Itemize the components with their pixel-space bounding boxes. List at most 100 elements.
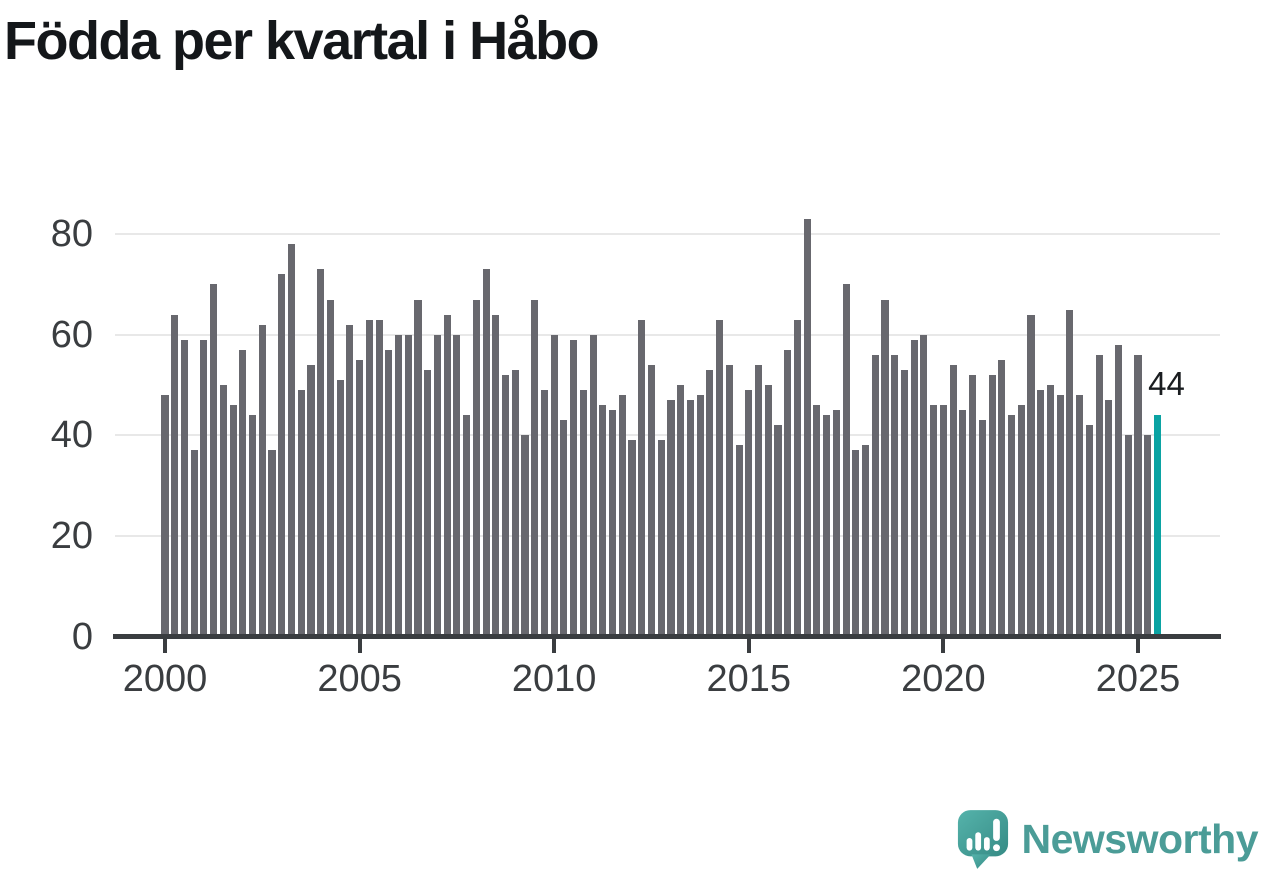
x-axis-label-2015: 2015 xyxy=(706,658,792,700)
bar-2016-q4 xyxy=(813,405,821,637)
bar-2004-q2 xyxy=(326,299,334,637)
bar-2020-q2 xyxy=(949,364,957,637)
bar-2024-q2 xyxy=(1105,400,1113,637)
x-tick-2000 xyxy=(163,639,167,653)
bar-2016-q2 xyxy=(793,319,802,637)
bar-2016-q1 xyxy=(784,349,792,637)
bar-2012-q4 xyxy=(657,440,665,637)
bar-2019-q2 xyxy=(910,339,918,637)
bar-2023-q1 xyxy=(1056,395,1064,637)
x-axis-label-2025: 2025 xyxy=(1095,658,1181,700)
x-tick-2020 xyxy=(941,639,946,653)
bar-2019-q4 xyxy=(930,405,938,637)
bar-2002-q3 xyxy=(258,324,266,637)
x-axis-label-2010: 2010 xyxy=(511,658,597,700)
bar-2021-q4 xyxy=(1007,415,1016,637)
bar-2025-q3 xyxy=(1153,415,1162,637)
bar-2004-q4 xyxy=(346,324,354,637)
bar-2008-q1 xyxy=(472,299,480,637)
bar-2020-q1 xyxy=(939,405,947,637)
bar-2013-q1 xyxy=(667,400,675,637)
bar-2006-q4 xyxy=(424,369,432,637)
bar-2019-q3 xyxy=(920,334,928,637)
bar-2015-q2 xyxy=(754,364,763,637)
bar-2018-q4 xyxy=(891,354,899,637)
bar-2012-q3 xyxy=(647,364,656,637)
bar-2013-q4 xyxy=(696,395,704,637)
speech-bubble-shape xyxy=(957,810,1008,869)
exclamation-glyph xyxy=(992,818,1000,852)
bar-2023-q3 xyxy=(1076,395,1084,637)
bar-2014-q3 xyxy=(725,364,733,637)
bar-2013-q3 xyxy=(686,400,694,637)
bar-2009-q1 xyxy=(511,369,519,637)
x-tick-2015 xyxy=(746,639,751,653)
bar-2024-q4 xyxy=(1124,435,1132,637)
bar-2011-q2 xyxy=(599,405,607,637)
x-tick-2010 xyxy=(552,639,557,653)
bar-2001-q3 xyxy=(219,385,227,637)
bar-2003-q1 xyxy=(278,274,286,637)
bar-2011-q4 xyxy=(618,395,626,637)
bar-2006-q1 xyxy=(394,334,403,637)
bar-2010-q1 xyxy=(550,334,558,637)
bar-2003-q2 xyxy=(287,244,296,637)
bar-2020-q4 xyxy=(969,374,977,637)
bar-2017-q3 xyxy=(842,284,850,637)
bar-chart-glyph xyxy=(966,832,990,851)
bar-2022-q1 xyxy=(1017,405,1025,637)
bar-2018-q3 xyxy=(881,299,889,637)
bar-2021-q3 xyxy=(998,359,1006,637)
x-tick-2025 xyxy=(1136,639,1140,653)
bar-2012-q2 xyxy=(638,319,646,637)
bar-2006-q3 xyxy=(414,299,422,637)
bar-2015-q3 xyxy=(764,385,772,637)
bar-2007-q1 xyxy=(433,334,441,637)
bar-2022-q2 xyxy=(1027,314,1035,637)
bar-2017-q2 xyxy=(832,410,840,637)
bar-2023-q2 xyxy=(1066,309,1074,637)
x-axis-label-2000: 2000 xyxy=(122,658,208,700)
bar-2007-q2 xyxy=(443,314,451,637)
newsworthy-logo: Newsworthy xyxy=(956,807,1258,871)
bar-2022-q4 xyxy=(1046,385,1054,637)
y-axis-label-80: 80 xyxy=(50,213,93,256)
bar-2017-q4 xyxy=(852,450,860,637)
x-axis-line xyxy=(113,634,1221,639)
last-bar-value-label: 44 xyxy=(1148,365,1185,403)
bar-2021-q2 xyxy=(988,374,996,637)
y-axis-label-40: 40 xyxy=(50,414,93,457)
bar-2023-q4 xyxy=(1085,425,1093,637)
bar-2004-q3 xyxy=(336,380,344,637)
bar-2011-q1 xyxy=(589,334,597,637)
bar-2005-q1 xyxy=(356,359,364,637)
bar-2022-q3 xyxy=(1037,390,1045,637)
bar-2010-q2 xyxy=(560,420,568,637)
bar-2009-q4 xyxy=(540,390,549,637)
bar-2001-q1 xyxy=(200,339,208,637)
bar-2002-q2 xyxy=(249,415,257,637)
bar-2025-q2 xyxy=(1144,435,1152,637)
bar-2016-q3 xyxy=(803,219,811,637)
bar-2015-q1 xyxy=(745,390,753,637)
x-axis-label-2020: 2020 xyxy=(901,658,986,700)
bar-2006-q2 xyxy=(404,334,412,637)
bar-2001-q4 xyxy=(229,405,237,637)
bar-2002-q1 xyxy=(239,349,247,637)
bar-2014-q1 xyxy=(706,369,714,637)
bar-2005-q2 xyxy=(365,319,373,637)
bar-2008-q4 xyxy=(501,374,510,637)
bar-2004-q1 xyxy=(317,269,325,637)
bar-2000-q3 xyxy=(180,339,189,637)
bar-2007-q3 xyxy=(453,334,461,637)
bar-2001-q2 xyxy=(210,284,218,637)
bar-2000-q1 xyxy=(161,395,169,637)
bar-2021-q1 xyxy=(978,420,986,637)
newsworthy-speech-bubble-chart-icon xyxy=(957,810,1008,869)
bar-2011-q3 xyxy=(609,410,617,637)
bar-2015-q4 xyxy=(774,425,782,637)
x-tick-2005 xyxy=(357,639,362,653)
bar-2010-q3 xyxy=(570,339,578,637)
